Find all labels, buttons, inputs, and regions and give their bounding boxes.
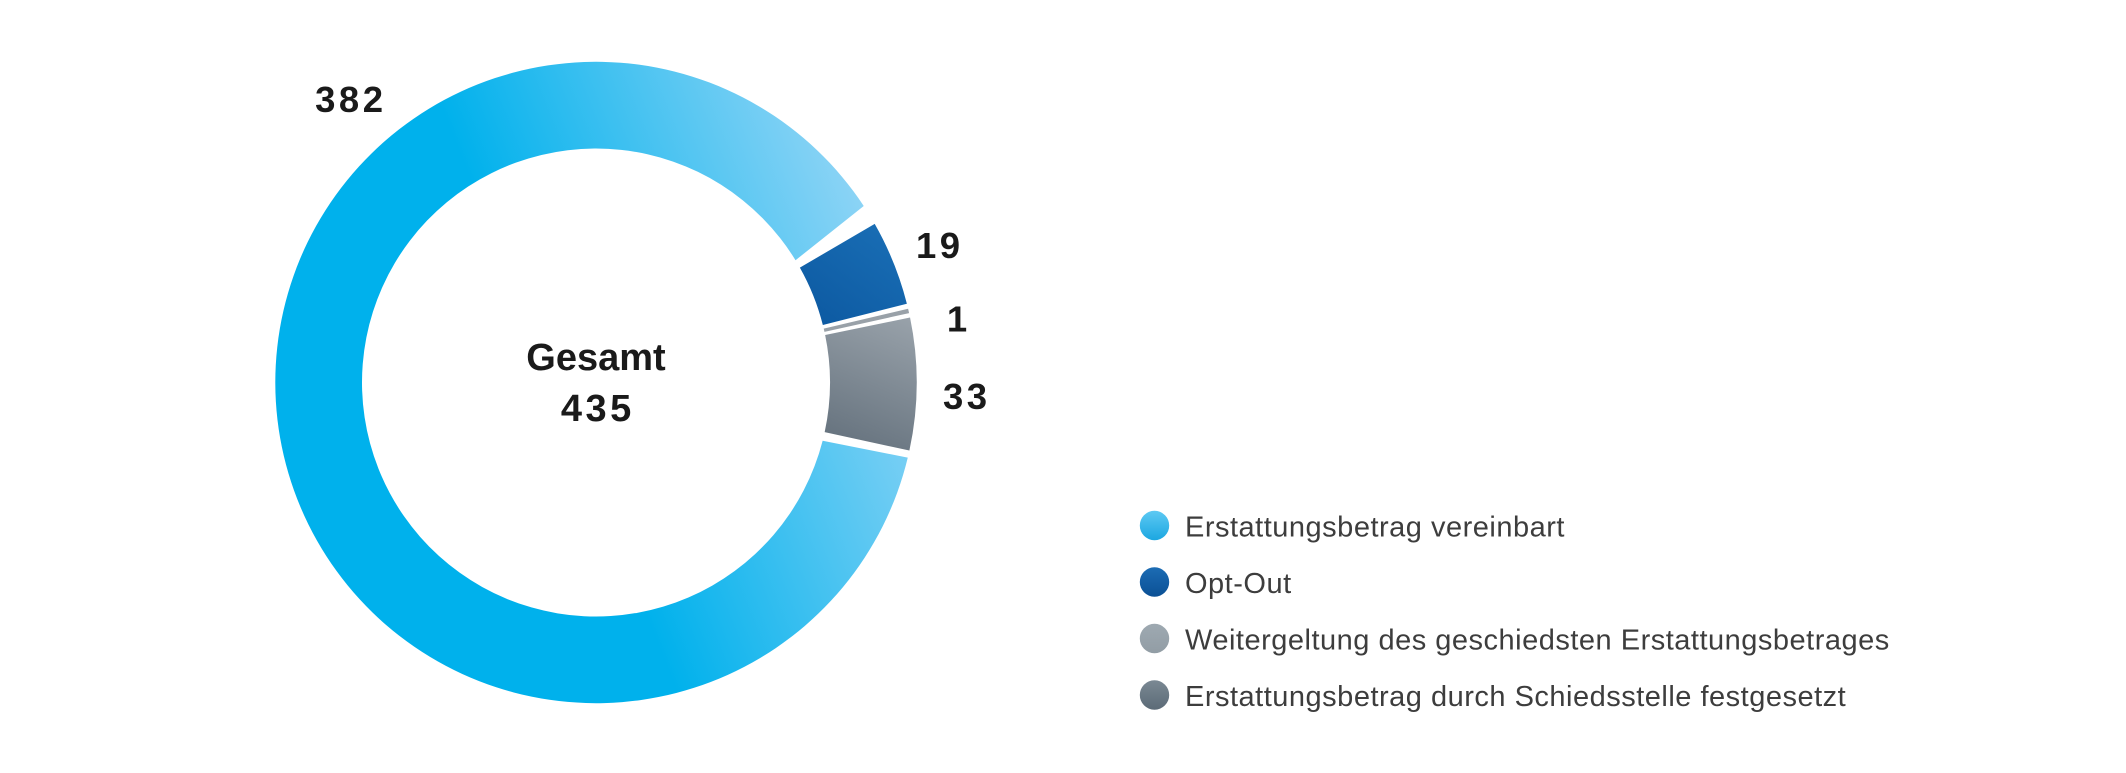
svg-text:Opt-Out: Opt-Out [1185, 568, 1292, 600]
svg-text:382: 382 [315, 79, 386, 120]
svg-text:19: 19 [916, 225, 964, 266]
svg-text:Gesamt: Gesamt [526, 337, 666, 379]
svg-text:435: 435 [561, 388, 635, 430]
svg-text:Erstattungsbetrag durch Schied: Erstattungsbetrag durch Schiedsstelle fe… [1185, 681, 1846, 713]
svg-text:Weitergeltung des geschiedsten: Weitergeltung des geschiedsten Erstattun… [1185, 625, 1890, 657]
svg-text:33: 33 [943, 376, 991, 417]
svg-text:Erstattungsbetrag vereinbart: Erstattungsbetrag vereinbart [1185, 512, 1565, 544]
svg-text:1: 1 [947, 299, 967, 340]
